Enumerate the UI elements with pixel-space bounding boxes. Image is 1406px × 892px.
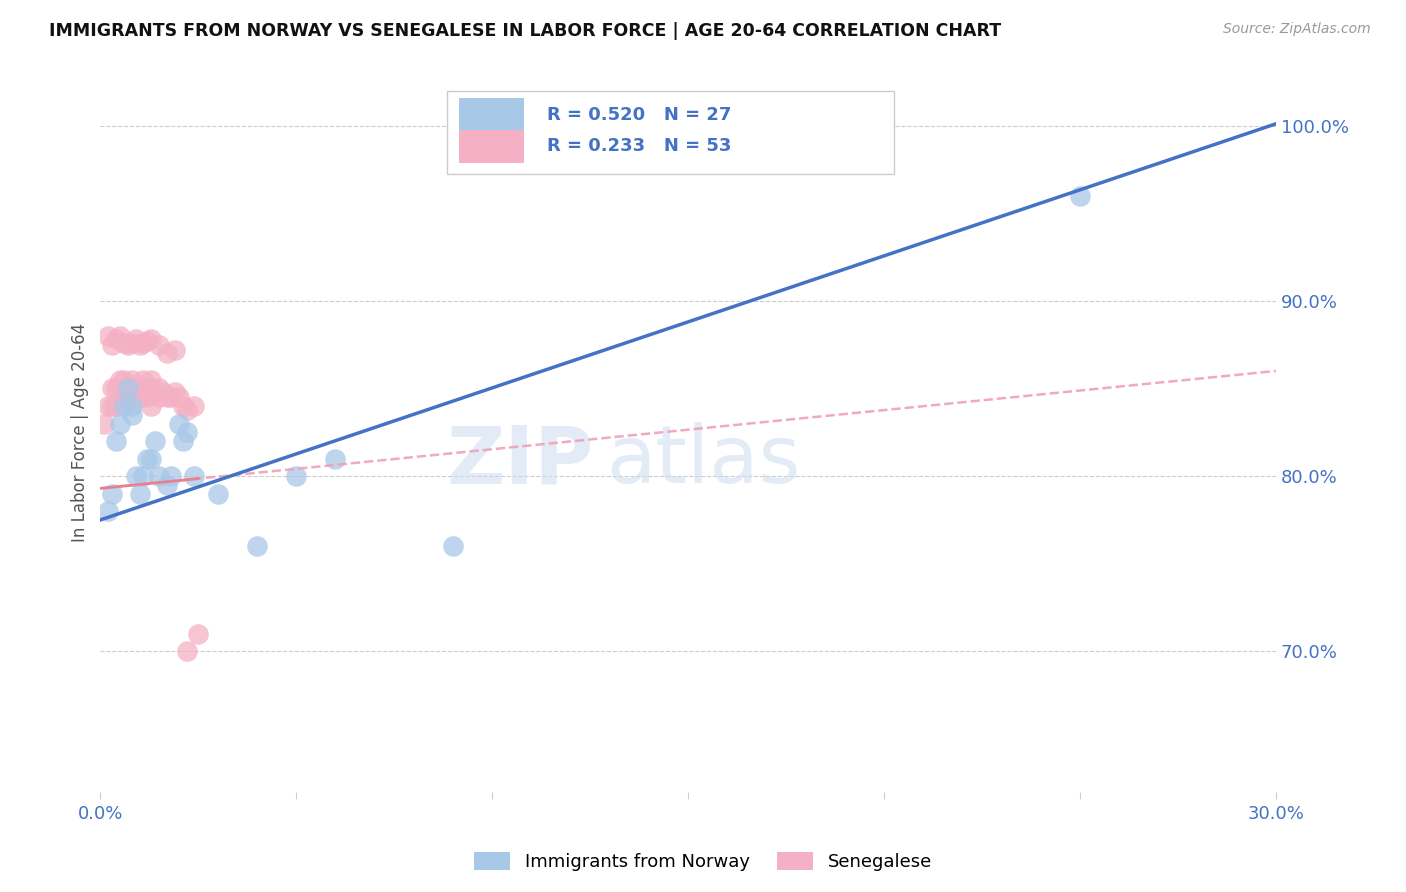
FancyBboxPatch shape	[458, 98, 523, 130]
Point	[167, 417, 190, 431]
Point	[108, 373, 131, 387]
Point	[141, 451, 163, 466]
Point	[148, 469, 170, 483]
Point	[108, 390, 131, 404]
Point	[187, 627, 209, 641]
Point	[128, 337, 150, 351]
Point	[132, 469, 155, 483]
Point	[143, 434, 166, 448]
Text: ZIP: ZIP	[447, 422, 595, 500]
Point	[141, 399, 163, 413]
Point	[121, 408, 143, 422]
Point	[117, 390, 139, 404]
Point	[141, 382, 163, 396]
Point	[132, 382, 155, 396]
Point	[132, 335, 155, 350]
Point	[97, 399, 120, 413]
Point	[117, 382, 139, 396]
Point	[121, 399, 143, 413]
Point	[176, 425, 198, 440]
Point	[105, 332, 128, 346]
Point	[325, 451, 347, 466]
Point	[124, 469, 146, 483]
Point	[172, 434, 194, 448]
Point	[105, 434, 128, 448]
Point	[128, 390, 150, 404]
Point	[167, 390, 190, 404]
Point	[156, 478, 179, 492]
Point	[93, 417, 115, 431]
Point	[101, 337, 124, 351]
Point	[141, 373, 163, 387]
Point	[176, 402, 198, 417]
Point	[121, 335, 143, 350]
Point	[148, 382, 170, 396]
Point	[156, 390, 179, 404]
Point	[441, 539, 464, 553]
Text: IMMIGRANTS FROM NORWAY VS SENEGALESE IN LABOR FORCE | AGE 20-64 CORRELATION CHAR: IMMIGRANTS FROM NORWAY VS SENEGALESE IN …	[49, 22, 1001, 40]
Point	[160, 469, 183, 483]
Point	[176, 644, 198, 658]
Point	[124, 390, 146, 404]
Point	[101, 382, 124, 396]
Point	[128, 382, 150, 396]
FancyBboxPatch shape	[458, 130, 523, 163]
Y-axis label: In Labor Force | Age 20-64: In Labor Force | Age 20-64	[72, 323, 89, 541]
Point	[183, 469, 205, 483]
Point	[143, 384, 166, 399]
Point	[285, 469, 308, 483]
Text: atlas: atlas	[606, 422, 800, 500]
Point	[136, 382, 159, 396]
Point	[108, 329, 131, 343]
Point	[156, 346, 179, 360]
Text: R = 0.520   N = 27: R = 0.520 N = 27	[547, 105, 731, 124]
Point	[112, 335, 135, 350]
Point	[101, 486, 124, 500]
Point	[160, 390, 183, 404]
Point	[148, 337, 170, 351]
Point	[97, 504, 120, 518]
Point	[108, 417, 131, 431]
Point	[183, 399, 205, 413]
Point	[148, 390, 170, 404]
Legend: Immigrants from Norway, Senegalese: Immigrants from Norway, Senegalese	[467, 845, 939, 879]
Point	[141, 332, 163, 346]
Point	[136, 451, 159, 466]
Point	[121, 373, 143, 387]
Point	[246, 539, 269, 553]
Point	[121, 382, 143, 396]
Point	[128, 486, 150, 500]
Point	[152, 384, 174, 399]
Point	[163, 384, 186, 399]
Point	[112, 399, 135, 413]
Point	[1069, 188, 1091, 202]
Point	[105, 399, 128, 413]
Point	[112, 373, 135, 387]
Point	[172, 399, 194, 413]
Point	[101, 399, 124, 413]
FancyBboxPatch shape	[447, 91, 894, 174]
Point	[124, 382, 146, 396]
Point	[163, 343, 186, 357]
Point	[132, 373, 155, 387]
Point	[207, 486, 229, 500]
Point	[117, 382, 139, 396]
Point	[124, 332, 146, 346]
Point	[136, 390, 159, 404]
Point	[112, 390, 135, 404]
Point	[117, 337, 139, 351]
Point	[105, 382, 128, 396]
Point	[97, 329, 120, 343]
Text: Source: ZipAtlas.com: Source: ZipAtlas.com	[1223, 22, 1371, 37]
Point	[136, 334, 159, 348]
Text: R = 0.233   N = 53: R = 0.233 N = 53	[547, 137, 731, 155]
